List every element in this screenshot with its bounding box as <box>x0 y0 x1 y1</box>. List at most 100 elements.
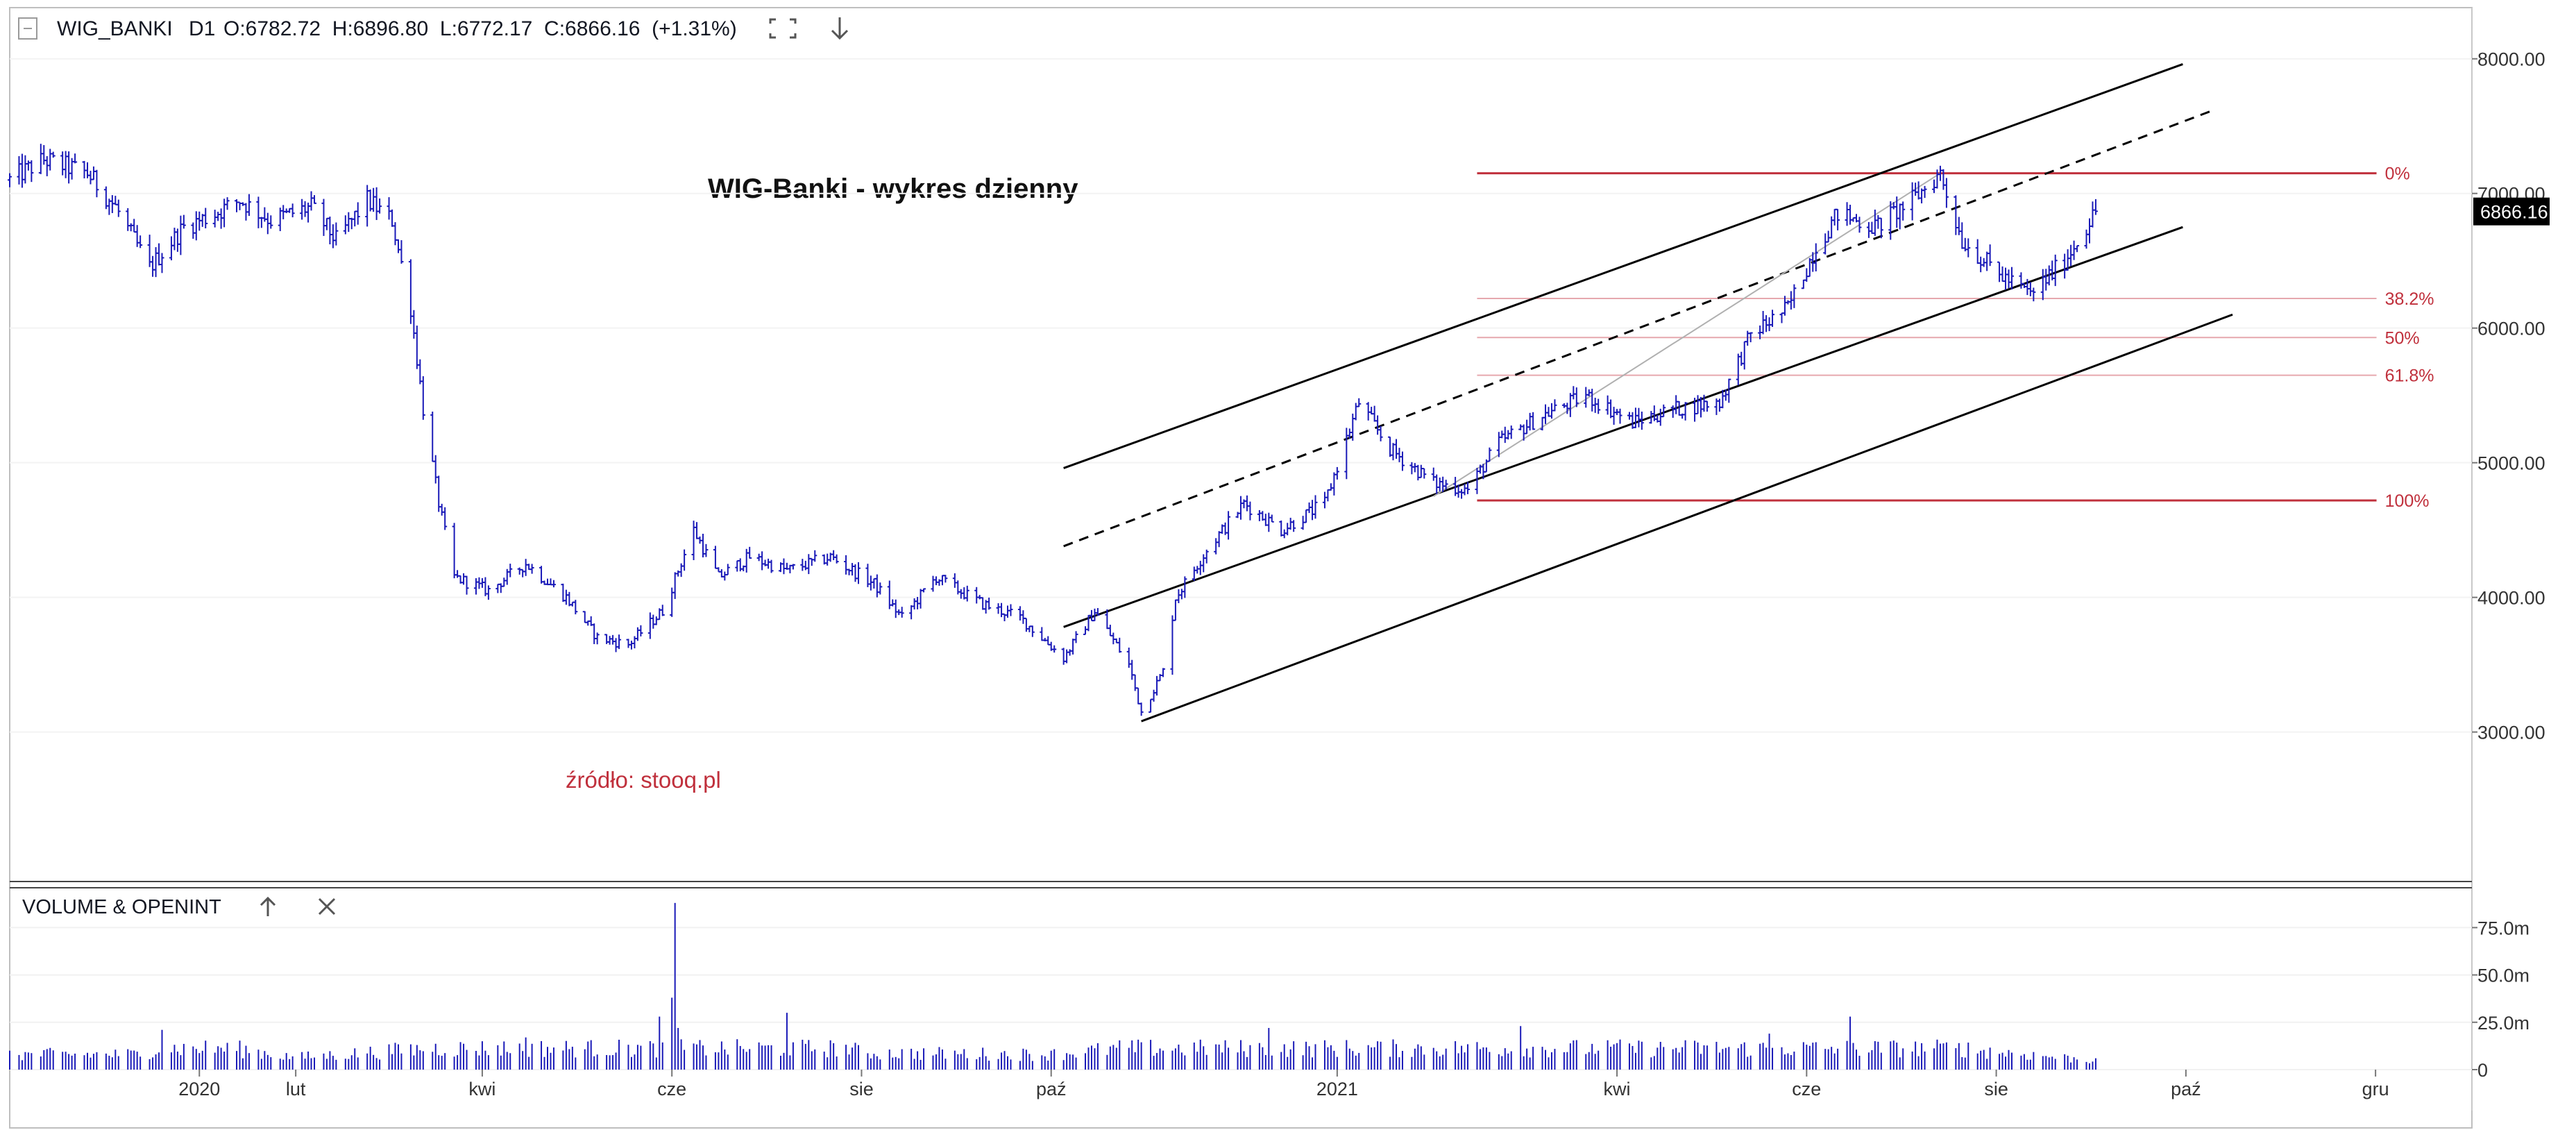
price-bar <box>1661 404 1666 418</box>
arrow-up-icon[interactable] <box>260 896 276 916</box>
price-bar <box>17 155 22 185</box>
price-bar <box>1279 520 1284 537</box>
price-bar <box>346 212 351 233</box>
price-bar <box>2003 267 2008 290</box>
price-bar <box>1633 407 1638 428</box>
close-icon[interactable] <box>318 897 336 916</box>
price-axis-label: 3000.00 <box>2477 723 2545 743</box>
price-bar <box>1574 387 1579 407</box>
price-bar <box>303 201 307 217</box>
price-bar <box>2050 260 2055 280</box>
price-bar <box>660 605 665 616</box>
price-bar <box>1008 604 1013 616</box>
price-bar <box>931 575 935 592</box>
price-bar <box>387 197 391 220</box>
price-bar <box>607 636 612 645</box>
price-bar <box>1006 605 1010 618</box>
price-bar <box>831 550 836 561</box>
price-bar <box>872 577 876 589</box>
price-bar <box>225 197 230 210</box>
fib-level-label: 100% <box>2385 491 2430 511</box>
time-axis-label: 2020 <box>178 1079 220 1099</box>
price-bar <box>1956 217 1961 235</box>
price-bar <box>1397 448 1402 462</box>
price-bar <box>539 566 544 584</box>
price-bar <box>1922 185 1927 199</box>
price-bar <box>1704 400 1709 412</box>
price-bar <box>67 151 71 184</box>
price-bar <box>290 203 295 218</box>
price-bar <box>2031 287 2036 302</box>
price-bar <box>216 212 221 221</box>
fib-level-label: 50% <box>2385 328 2420 348</box>
price-bar <box>1636 407 1641 428</box>
time-axis-label: sie <box>849 1079 874 1099</box>
fullscreen-icon[interactable] <box>769 18 797 39</box>
price-bar <box>1412 463 1417 473</box>
price-bar <box>1126 647 1131 668</box>
price-bar <box>1328 483 1333 491</box>
price-bar <box>38 144 43 174</box>
time-axis-label: kwi <box>468 1079 495 1099</box>
price-bar <box>651 614 656 629</box>
collapse-icon[interactable] <box>18 17 37 40</box>
price-bar <box>1248 501 1253 521</box>
price-bar <box>26 160 31 171</box>
price-bar <box>1630 412 1635 429</box>
trendline <box>1141 313 2233 723</box>
price-bar <box>1437 478 1442 491</box>
price-bar <box>2071 240 2076 260</box>
price-bar <box>1366 402 1371 421</box>
price-bar <box>19 153 24 188</box>
price-bar <box>1269 514 1274 523</box>
price-bar <box>94 169 99 198</box>
download-arrow-icon[interactable] <box>831 17 849 40</box>
price-bar <box>399 240 404 264</box>
price-bar <box>1095 608 1100 616</box>
price-bar <box>1378 425 1383 441</box>
price-bar <box>520 568 525 577</box>
price-bar <box>461 573 466 585</box>
price-bar <box>573 600 578 615</box>
price-bar <box>1393 439 1398 459</box>
price-bar <box>203 208 208 228</box>
price-bar <box>1089 609 1094 622</box>
price-bar <box>899 607 904 618</box>
price-bar <box>1198 560 1203 575</box>
price-bar <box>1176 589 1181 603</box>
price-bar <box>1770 310 1775 328</box>
price-bar <box>2093 199 2098 215</box>
price-bar <box>713 546 718 569</box>
price-bar <box>735 559 740 572</box>
price-bar <box>1462 484 1467 496</box>
price-bar <box>1322 491 1327 509</box>
price-bar <box>63 151 68 178</box>
price-bar <box>850 563 855 576</box>
time-axis-label: lut <box>286 1079 306 1099</box>
price-bar <box>1024 617 1028 632</box>
price-axis-label: 5000.00 <box>2477 453 2545 474</box>
price-bar <box>498 583 503 593</box>
price-bar <box>2075 245 2080 253</box>
price-bar <box>412 310 416 339</box>
price-bar <box>1836 208 1840 230</box>
price-bar <box>974 587 979 604</box>
price-bar <box>1502 426 1507 444</box>
price-bar <box>595 632 600 645</box>
price-bar <box>324 217 329 230</box>
price-bar <box>918 589 923 609</box>
price-bar <box>781 558 786 575</box>
price-bar <box>42 145 46 165</box>
price-bar <box>769 559 774 573</box>
volume-axis-label: 0 <box>2477 1060 2488 1081</box>
price-bar <box>138 235 143 248</box>
price-bar <box>1183 576 1187 598</box>
price-bar <box>135 225 139 247</box>
price-bar <box>1244 495 1249 512</box>
price-bar <box>378 198 382 214</box>
chart-title: WIG-Banki - wykres dzienny <box>708 174 1078 204</box>
fib-level-label: 0% <box>2385 165 2410 184</box>
price-bar <box>1801 279 1806 289</box>
price-bar <box>181 214 186 229</box>
price-bar <box>390 209 395 227</box>
